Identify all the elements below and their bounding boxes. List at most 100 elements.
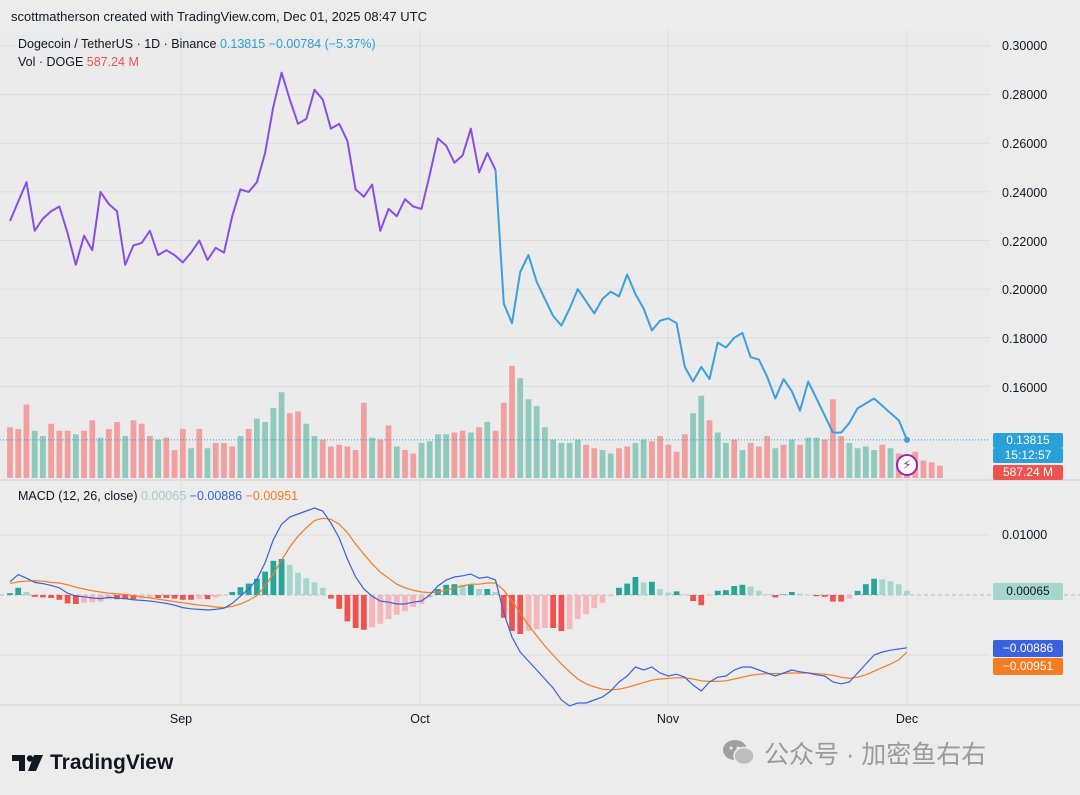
wechat-icon	[723, 740, 755, 766]
y-tick-label: 0.18000	[1002, 332, 1048, 346]
macd-histogram-bar	[509, 595, 515, 631]
countdown-tag: 15:12:57	[993, 448, 1063, 463]
macd-histogram-bar	[607, 595, 614, 597]
volume-bar	[681, 434, 688, 478]
macd-histogram-bar	[640, 582, 647, 595]
volume-bar	[509, 366, 515, 478]
macd-histogram-bar	[163, 595, 170, 598]
volume-bar	[500, 402, 507, 478]
volume-bar	[221, 443, 227, 478]
volume-bar	[237, 436, 244, 478]
volume-bar	[245, 429, 252, 478]
macd-histogram-bar	[624, 583, 631, 595]
x-tick-label: Oct	[410, 712, 430, 726]
watermark: 公众号 · 加密鱼右右	[722, 735, 986, 771]
volume-bar	[418, 443, 425, 478]
volume-bar	[542, 427, 548, 478]
macd-histogram-bar	[476, 589, 482, 595]
volume-bar	[311, 436, 318, 478]
volume-bar	[171, 450, 178, 478]
macd-histogram-bar	[295, 572, 301, 595]
macd-histogram-bar	[805, 595, 812, 596]
volume-bar	[846, 443, 853, 478]
volume-bar	[7, 427, 13, 478]
macd-histogram-bar	[854, 590, 861, 595]
macd-histogram-bar	[904, 590, 910, 595]
volume-bar	[607, 453, 614, 478]
macd-histogram-bar	[130, 595, 137, 600]
volume-bar	[155, 439, 162, 478]
macd-histogram-bar	[788, 592, 795, 595]
lightning-icon[interactable]: ⚡	[896, 454, 918, 476]
volume-bar	[665, 444, 672, 478]
macd-histogram-bar	[229, 592, 236, 595]
macd-histogram-bar	[467, 584, 474, 595]
tradingview-logo-icon	[12, 755, 43, 771]
macd-histogram-bar	[81, 595, 87, 603]
volume-bar	[838, 436, 845, 478]
volume-bar	[286, 413, 293, 478]
volume-bar	[105, 429, 112, 478]
macd-histogram-bar	[328, 595, 334, 599]
macd-histogram-bar	[7, 593, 13, 595]
macd-histogram-bar	[772, 595, 779, 598]
y-tick-label: 0.26000	[1002, 137, 1048, 151]
volume-bar	[862, 446, 869, 478]
macd-histogram-bar	[723, 590, 729, 595]
volume-bar	[114, 422, 120, 478]
macd-histogram-bar	[64, 595, 71, 604]
macd-histogram-bar	[336, 595, 343, 609]
macd-histogram-bar	[204, 595, 211, 600]
y-tick-label: 0.30000	[1002, 39, 1048, 53]
macd-histogram-bar	[344, 595, 351, 622]
volume-bar	[772, 448, 779, 478]
volume-bar	[204, 448, 211, 478]
volume-bar	[147, 436, 153, 478]
macd-histogram-bar	[221, 595, 227, 596]
macd-histogram-bar	[862, 584, 869, 595]
price-series-line	[494, 169, 908, 441]
macd-histogram-bar	[484, 589, 491, 595]
volume-bar	[130, 420, 137, 478]
macd-histogram-bar	[402, 595, 408, 612]
volume-bar	[328, 446, 334, 478]
volume-bar	[278, 392, 285, 478]
tradingview-logo: TradingView	[12, 751, 173, 775]
macd-histogram-bar	[673, 591, 680, 595]
volume-bar	[821, 439, 828, 478]
volume-bar	[319, 439, 326, 478]
volume-bar	[920, 460, 927, 478]
macd-histogram-bar	[698, 595, 705, 606]
signal-tag: −0.00951	[993, 658, 1063, 675]
volume-bar	[813, 437, 820, 478]
macd-histogram-bar	[731, 586, 738, 595]
macd-signal-value: −0.00951	[245, 489, 299, 503]
volume-bar	[698, 395, 705, 478]
last-price-dot	[904, 436, 910, 443]
macd-histogram-bar	[871, 578, 877, 595]
volume-bar	[377, 439, 384, 478]
macd-histogram-bar	[155, 595, 162, 598]
macd-histogram-bar	[393, 595, 400, 615]
macd-histogram-bar	[114, 595, 120, 600]
volume-bar	[262, 422, 268, 478]
volume-bar	[887, 448, 894, 478]
macd-histogram-bar	[360, 595, 367, 630]
macd-histogram-bar	[780, 594, 787, 595]
macd-histogram-bar	[196, 595, 203, 600]
macd-histogram-bar	[838, 595, 845, 602]
macd-histogram-bar	[558, 595, 565, 631]
volume-bar	[270, 408, 277, 478]
price-legend: Dogecoin / TetherUS · 1D · Binance 0.138…	[18, 37, 376, 51]
volume-bar	[723, 443, 729, 478]
x-tick-label: Nov	[656, 712, 680, 726]
volume-bar	[755, 446, 762, 478]
macd-histogram-bar	[270, 560, 277, 595]
macd-histogram-bar	[212, 595, 219, 598]
volume-bar	[747, 443, 754, 478]
macd-histogram-bar	[821, 595, 828, 597]
macd-histogram-bar	[583, 595, 589, 615]
volume-bar	[23, 404, 30, 478]
macd-histogram-bar	[492, 592, 499, 595]
